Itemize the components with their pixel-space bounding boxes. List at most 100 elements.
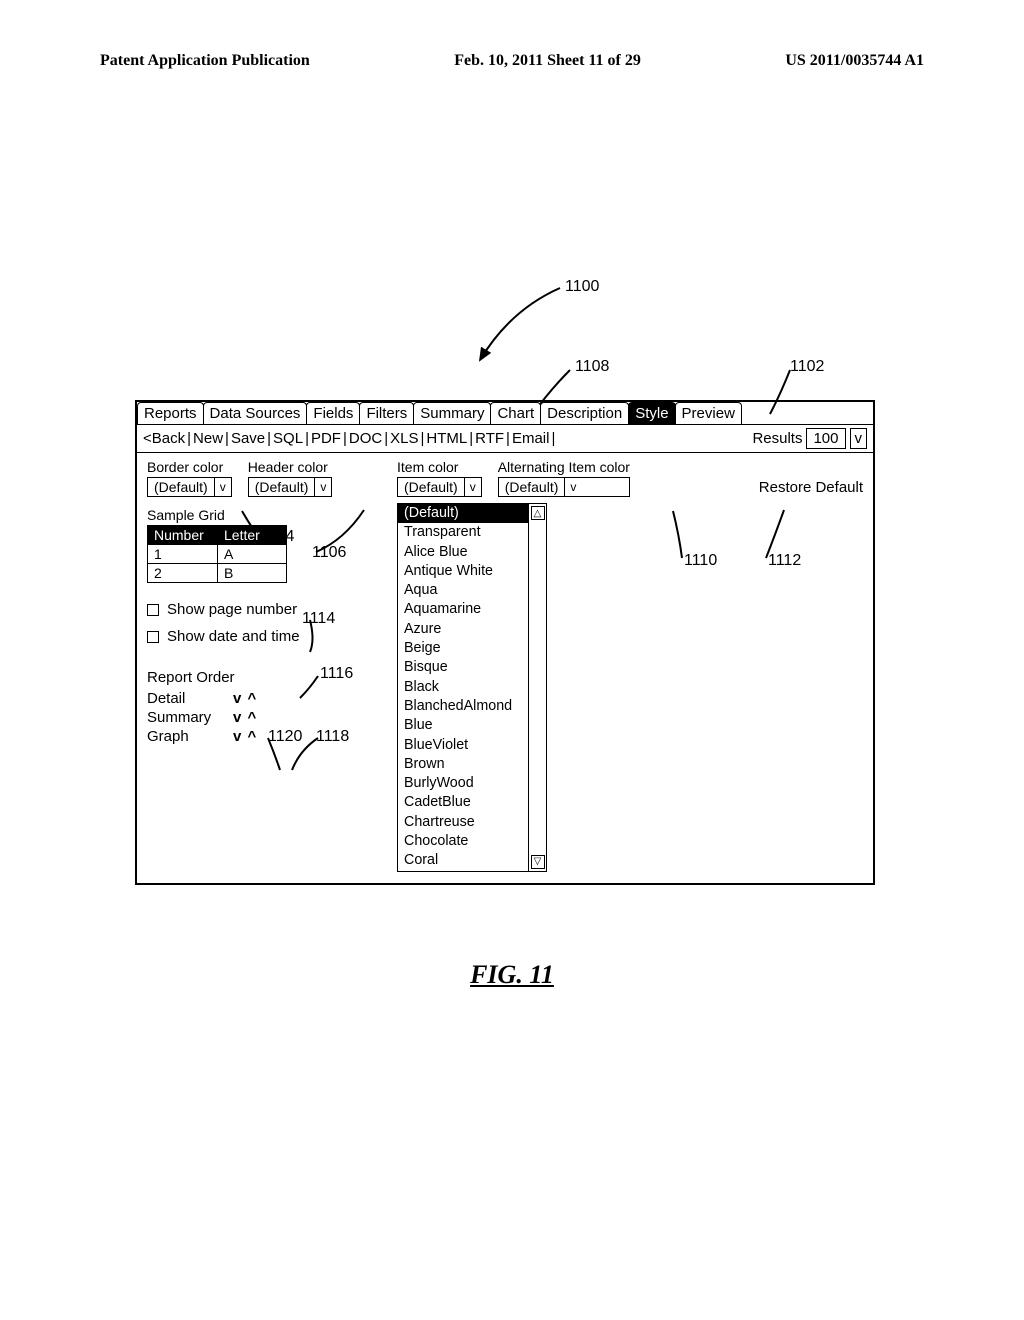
order-row-summary: Summary v ^ <box>147 709 377 726</box>
tab-data-sources[interactable]: Data Sources <box>203 402 308 424</box>
toolbar-xls[interactable]: XLS <box>390 430 418 447</box>
toolbar: <Back| New| Save| SQL| PDF| DOC| XLS| HT… <box>137 425 873 453</box>
toolbar-sql[interactable]: SQL <box>273 430 303 447</box>
border-color-label: Border color <box>147 459 232 475</box>
dropdown-option[interactable]: Antique White <box>398 562 528 581</box>
border-color-select[interactable]: (Default) v <box>147 477 232 497</box>
toolbar-rtf[interactable]: RTF <box>475 430 504 447</box>
dropdown-option[interactable]: BlanchedAlmond <box>398 697 528 716</box>
ref-1108: 1108 <box>575 358 609 376</box>
order-row-detail: Detail v ^ <box>147 690 377 707</box>
tab-filters[interactable]: Filters <box>359 402 414 424</box>
cell: 2 <box>148 564 217 582</box>
order-name: Detail <box>147 690 225 707</box>
dropdown-option[interactable]: Alice Blue <box>398 543 528 562</box>
dropdown-list[interactable]: (Default) Transparent Alice Blue Antique… <box>397 503 529 872</box>
alt-item-color-picker: Alternating Item color (Default) v <box>498 459 630 497</box>
toolbar-back[interactable]: <Back <box>143 430 185 447</box>
chevron-down-icon: v <box>565 478 581 496</box>
show-page-number-checkbox[interactable] <box>147 604 159 616</box>
order-move-controls[interactable]: v ^ <box>233 709 257 726</box>
sample-grid-label: Sample Grid <box>147 507 377 523</box>
header-color-select[interactable]: (Default) v <box>248 477 333 497</box>
right-column: Item color (Default) v Alternating Item … <box>397 459 863 869</box>
tab-style[interactable]: Style <box>628 402 675 424</box>
border-color-picker: Border color (Default) v <box>147 459 232 497</box>
results-dropdown-icon[interactable]: v <box>850 428 868 449</box>
toolbar-html[interactable]: HTML <box>426 430 467 447</box>
chevron-down-icon: v <box>465 478 481 496</box>
order-move-controls[interactable]: v ^ <box>233 690 257 707</box>
header-color-value: (Default) <box>249 478 316 496</box>
header-right: US 2011/0035744 A1 <box>785 52 924 70</box>
dropdown-option[interactable]: Azure <box>398 620 528 639</box>
border-color-value: (Default) <box>148 478 215 496</box>
ref-1100: 1100 <box>565 278 599 296</box>
report-order-label: Report Order <box>147 669 377 686</box>
dropdown-option[interactable]: Black <box>398 678 528 697</box>
dropdown-option[interactable]: Brown <box>398 755 528 774</box>
tab-summary[interactable]: Summary <box>413 402 491 424</box>
show-date-time-checkbox[interactable] <box>147 631 159 643</box>
report-order-list: Detail v ^ Summary v ^ Graph v ^ <box>147 690 377 745</box>
ref-1102: 1102 <box>790 358 824 376</box>
alt-item-color-label: Alternating Item color <box>498 459 630 475</box>
tab-preview[interactable]: Preview <box>675 402 742 424</box>
dropdown-option[interactable]: (Default) <box>398 504 528 523</box>
tab-description[interactable]: Description <box>540 402 629 424</box>
tab-reports[interactable]: Reports <box>137 402 204 424</box>
dropdown-option[interactable]: Transparent <box>398 523 528 542</box>
sample-grid-header-letter: Letter <box>217 526 286 544</box>
dropdown-option[interactable]: Bisque <box>398 658 528 677</box>
table-row: 1 A <box>148 544 286 563</box>
dropdown-option[interactable]: Aqua <box>398 581 528 600</box>
dropdown-option[interactable]: BurlyWood <box>398 774 528 793</box>
toolbar-save[interactable]: Save <box>231 430 265 447</box>
order-move-controls[interactable]: v ^ <box>233 728 257 745</box>
alt-item-color-select[interactable]: (Default) v <box>498 477 630 497</box>
order-name: Graph <box>147 728 225 745</box>
toolbar-doc[interactable]: DOC <box>349 430 382 447</box>
toolbar-email[interactable]: Email <box>512 430 550 447</box>
item-color-dropdown-open: (Default) Transparent Alice Blue Antique… <box>397 503 547 872</box>
dropdown-option[interactable]: Chartreuse <box>398 813 528 832</box>
page-header: Patent Application Publication Feb. 10, … <box>0 52 1024 70</box>
tab-chart[interactable]: Chart <box>490 402 541 424</box>
scroll-up-icon[interactable]: △ <box>531 506 545 520</box>
scroll-down-icon[interactable]: ▽ <box>531 855 545 869</box>
dropdown-option[interactable]: CadetBlue <box>398 793 528 812</box>
sample-grid-header-number: Number <box>148 526 217 544</box>
dropdown-option[interactable]: Aquamarine <box>398 600 528 619</box>
toolbar-new[interactable]: New <box>193 430 223 447</box>
item-color-picker: Item color (Default) v <box>397 459 482 497</box>
sample-grid: Number Letter 1 A 2 B <box>147 525 287 583</box>
tabs-row: Reports Data Sources Fields Filters Summ… <box>137 402 873 425</box>
item-color-label: Item color <box>397 459 482 475</box>
style-window: Reports Data Sources Fields Filters Summ… <box>135 400 875 885</box>
dropdown-option[interactable]: Coral <box>398 851 528 870</box>
cell: B <box>217 564 286 582</box>
dropdown-scrollbar[interactable]: △ ▽ <box>529 503 547 872</box>
results-input[interactable]: 100 <box>806 428 845 449</box>
cell: A <box>217 545 286 563</box>
dropdown-option[interactable]: Chocolate <box>398 832 528 851</box>
figure-caption: FIG. 11 <box>0 960 1024 990</box>
header-color-label: Header color <box>248 459 333 475</box>
item-color-value: (Default) <box>398 478 465 496</box>
restore-default-button[interactable]: Restore Default <box>759 479 863 496</box>
show-page-number-label: Show page number <box>167 601 297 618</box>
dropdown-option[interactable]: BlueViolet <box>398 736 528 755</box>
dropdown-option[interactable]: Blue <box>398 716 528 735</box>
chevron-down-icon: v <box>215 478 231 496</box>
header-center: Feb. 10, 2011 Sheet 11 of 29 <box>454 52 641 70</box>
body: Border color (Default) v Header color (D… <box>137 453 873 883</box>
chevron-down-icon: v <box>315 478 331 496</box>
dropdown-option[interactable]: Beige <box>398 639 528 658</box>
header-color-picker: Header color (Default) v <box>248 459 333 497</box>
left-column: Border color (Default) v Header color (D… <box>147 459 377 869</box>
item-color-select[interactable]: (Default) v <box>397 477 482 497</box>
show-date-time-label: Show date and time <box>167 628 300 645</box>
tab-fields[interactable]: Fields <box>306 402 360 424</box>
toolbar-pdf[interactable]: PDF <box>311 430 341 447</box>
cell: 1 <box>148 545 217 563</box>
